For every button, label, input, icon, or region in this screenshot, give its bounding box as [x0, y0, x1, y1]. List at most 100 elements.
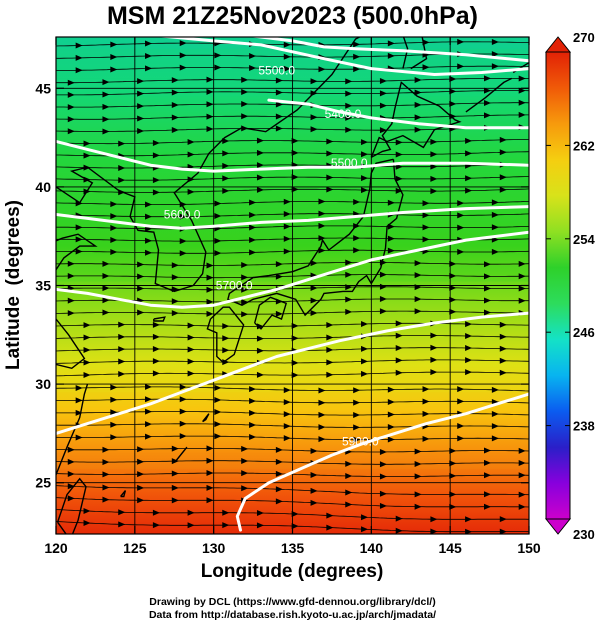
- wind-arrowhead: [361, 320, 369, 327]
- wind-arrowhead: [179, 433, 187, 440]
- wind-arrowhead: [214, 408, 222, 415]
- wind-arrowhead: [249, 410, 257, 417]
- wind-arrowhead: [518, 75, 526, 82]
- wind-arrowhead: [499, 369, 507, 376]
- x-tick-label: 120: [44, 540, 68, 556]
- wind-arrowhead: [83, 140, 91, 147]
- wind-arrowhead: [414, 460, 422, 467]
- wind-arrowhead: [310, 297, 318, 304]
- wind-arrowhead: [387, 399, 395, 406]
- contour-label: 5500.0: [258, 63, 295, 77]
- wind-arrowhead: [118, 358, 126, 365]
- wind-arrowhead: [465, 345, 473, 352]
- wind-arrowhead: [179, 250, 187, 257]
- wind-arrowhead: [187, 138, 195, 145]
- wind-arrowhead: [222, 347, 230, 354]
- wind-arrowhead: [457, 248, 465, 255]
- wind-arrowhead: [171, 126, 179, 133]
- wind-arrowhead: [310, 487, 318, 494]
- wind-arrowhead: [249, 434, 257, 441]
- coastline-segment: [254, 296, 288, 330]
- wind-arrowhead: [249, 236, 257, 243]
- wind-arrowhead: [449, 472, 457, 479]
- map-panel: 5500.0 5400.0 5500.0 5600.0 5700.0 5900.0 120…: [3, 36, 541, 582]
- wind-arrowhead: [318, 436, 326, 443]
- wind-arrowhead: [491, 211, 499, 218]
- wind-arrowhead: [395, 515, 403, 522]
- wind-arrowhead: [353, 53, 361, 60]
- wind-arrowhead: [326, 524, 334, 531]
- wind-arrowhead: [283, 435, 291, 442]
- wind-arrowhead: [75, 409, 83, 416]
- wind-arrowhead: [395, 527, 403, 534]
- wind-arrowhead: [414, 503, 422, 510]
- wind-arrowhead: [465, 187, 473, 194]
- wind-arrowhead: [361, 370, 369, 377]
- wind-arrowhead: [145, 201, 153, 208]
- wind-arrowhead: [430, 332, 438, 339]
- wind-arrowhead: [345, 473, 353, 480]
- wind-arrowhead: [310, 471, 318, 478]
- wind-arrowhead: [430, 369, 438, 376]
- wind-arrowhead: [102, 285, 110, 292]
- coastline-segment: [120, 490, 127, 498]
- y-tick-label: 45: [35, 80, 51, 96]
- coastline-segment: [56, 477, 87, 534]
- wind-arrowhead: [465, 137, 473, 144]
- wind-arrowhead: [75, 434, 83, 441]
- wind-arrowhead: [187, 370, 195, 377]
- wind-arrowhead: [414, 491, 422, 498]
- wind-arrowhead: [222, 335, 230, 342]
- wind-arrowhead: [387, 235, 395, 242]
- wind-arrowhead: [387, 436, 395, 443]
- wind-arrowhead: [310, 260, 318, 267]
- wind-arrowhead: [187, 522, 195, 529]
- wind-arrowhead: [137, 273, 145, 280]
- wind-arrowhead: [499, 149, 507, 156]
- wind-arrowhead: [414, 296, 422, 303]
- wind-arrowhead: [171, 274, 179, 281]
- wind-arrowhead: [145, 65, 153, 72]
- wind-arrowhead: [345, 126, 353, 133]
- wind-arrowhead: [110, 421, 118, 428]
- y-tick-label: 25: [35, 475, 51, 491]
- wind-arrowhead: [256, 371, 264, 378]
- wind-arrowhead: [387, 52, 395, 59]
- wind-arrowhead: [256, 162, 264, 169]
- wind-arrowhead: [449, 88, 457, 95]
- wind-arrowhead: [291, 322, 299, 329]
- wind-arrowhead: [83, 334, 91, 341]
- credit-drawing: Drawing by DCL (https://www.gfd-dennou.o…: [149, 596, 436, 608]
- wind-arrowhead: [171, 298, 179, 305]
- wind-arrowhead: [345, 114, 353, 121]
- wind-arrowhead: [457, 398, 465, 405]
- wind-arrowhead: [222, 138, 230, 145]
- wind-arrowhead: [345, 489, 353, 496]
- wind-arrowhead: [379, 271, 387, 278]
- wind-arrowhead: [499, 528, 507, 534]
- wind-arrowhead: [206, 484, 214, 491]
- wind-arrowhead: [214, 396, 222, 403]
- wind-arrowhead: [283, 41, 291, 48]
- wind-arrowhead: [145, 433, 153, 440]
- height-contour: [155, 37, 529, 76]
- colorbar-tick-label: 254: [573, 232, 595, 247]
- contour-label: 5500.0: [331, 156, 368, 170]
- wind-arrowhead: [249, 65, 257, 72]
- wind-arrowhead: [361, 151, 369, 158]
- wind-arrowhead: [449, 260, 457, 267]
- wind-arrowhead: [152, 152, 160, 159]
- wind-arrowhead: [222, 150, 230, 157]
- wind-arrowhead: [241, 445, 249, 452]
- wind-arrowhead: [249, 224, 257, 231]
- wind-arrowhead: [291, 359, 299, 366]
- wind-arrowhead: [457, 435, 465, 442]
- wind-arrowhead: [118, 165, 126, 172]
- x-tick-label: 150: [517, 540, 541, 556]
- wind-arrowhead: [345, 102, 353, 109]
- wind-arrowhead: [326, 346, 334, 353]
- wind-arrowhead: [249, 398, 257, 405]
- wind-arrowhead: [414, 89, 422, 96]
- wind-arrowhead: [241, 76, 249, 83]
